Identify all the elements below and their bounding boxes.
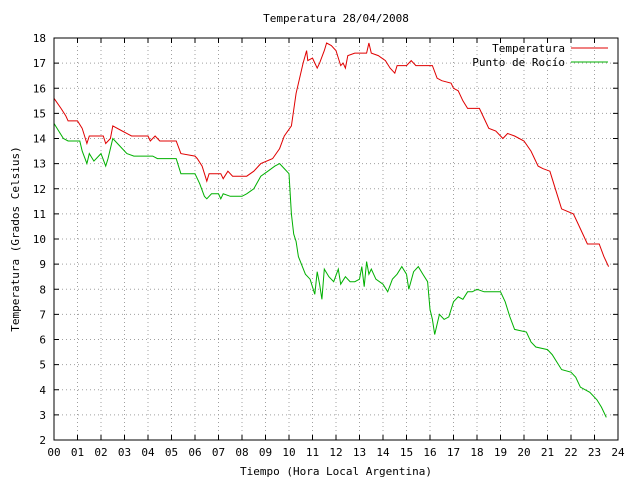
y-tick-label: 11 — [33, 208, 46, 221]
y-tick-label: 12 — [33, 183, 46, 196]
x-tick-label: 01 — [71, 446, 84, 459]
x-tick-label: 21 — [541, 446, 554, 459]
legend-label-punto-de-rocio: Punto de Rocío — [472, 56, 565, 69]
series-layer — [53, 42, 610, 418]
x-tick-label: 06 — [188, 446, 201, 459]
x-tick-label: 15 — [400, 446, 413, 459]
x-tick-label: 08 — [235, 446, 248, 459]
y-tick-label: 13 — [33, 158, 46, 171]
x-tick-label: 24 — [611, 446, 625, 459]
y-tick-label: 15 — [33, 107, 46, 120]
y-tick-label: 2 — [39, 434, 46, 447]
y-axis-label: Temperatura (Grados Celsius) — [9, 146, 22, 331]
y-tick-label: 14 — [33, 133, 47, 146]
y-tick-labels: 2 3 4 5 6 7 8 9 10 11 12 13 14 15 16 17 18 — [33, 32, 47, 447]
x-axis-label: Tiempo (Hora Local Argentina) — [240, 465, 432, 478]
chart-title: Temperatura 28/04/2008 — [263, 12, 409, 25]
x-tick-label: 18 — [470, 446, 483, 459]
y-tick-label: 8 — [39, 283, 46, 296]
y-tick-label: 5 — [39, 359, 46, 372]
x-tick-label: 05 — [165, 446, 178, 459]
grid — [54, 38, 618, 440]
y-tick-label: 3 — [39, 409, 46, 422]
x-tick-label: 09 — [259, 446, 272, 459]
y-tick-label: 17 — [33, 57, 46, 70]
y-tick-label: 18 — [33, 32, 46, 45]
x-tick-label: 03 — [118, 446, 131, 459]
x-tick-label: 20 — [517, 446, 530, 459]
x-tick-labels: 00 01 02 03 04 05 06 07 08 09 10 11 12 13 14 15 16 17 18 19… — [47, 446, 625, 459]
x-tick-label: 07 — [212, 446, 225, 459]
x-tick-label: 23 — [588, 446, 601, 459]
y-tick-label: 10 — [33, 233, 46, 246]
x-tick-label: 00 — [47, 446, 60, 459]
x-tick-label: 14 — [376, 446, 390, 459]
x-tick-label: 11 — [306, 446, 319, 459]
x-tick-label: 22 — [564, 446, 577, 459]
y-tick-label: 4 — [39, 384, 46, 397]
y-tick-label: 7 — [39, 308, 46, 321]
y-tick-label: 16 — [33, 82, 46, 95]
ticks — [53, 37, 619, 441]
x-tick-label: 04 — [141, 446, 155, 459]
x-tick-label: 17 — [447, 446, 460, 459]
x-tick-label: 13 — [353, 446, 366, 459]
x-tick-label: 02 — [94, 446, 107, 459]
y-tick-label: 6 — [39, 334, 46, 347]
series-line-temperatura — [53, 42, 610, 267]
series-line-punto-de-rocio — [53, 123, 607, 418]
x-tick-label: 16 — [423, 446, 436, 459]
legend-label-temperatura: Temperatura — [492, 42, 565, 55]
x-tick-label: 12 — [329, 446, 342, 459]
x-tick-label: 19 — [494, 446, 507, 459]
y-tick-label: 9 — [39, 258, 46, 271]
x-tick-label: 10 — [282, 446, 295, 459]
legend: Temperatura Punto de Rocío — [472, 42, 608, 69]
